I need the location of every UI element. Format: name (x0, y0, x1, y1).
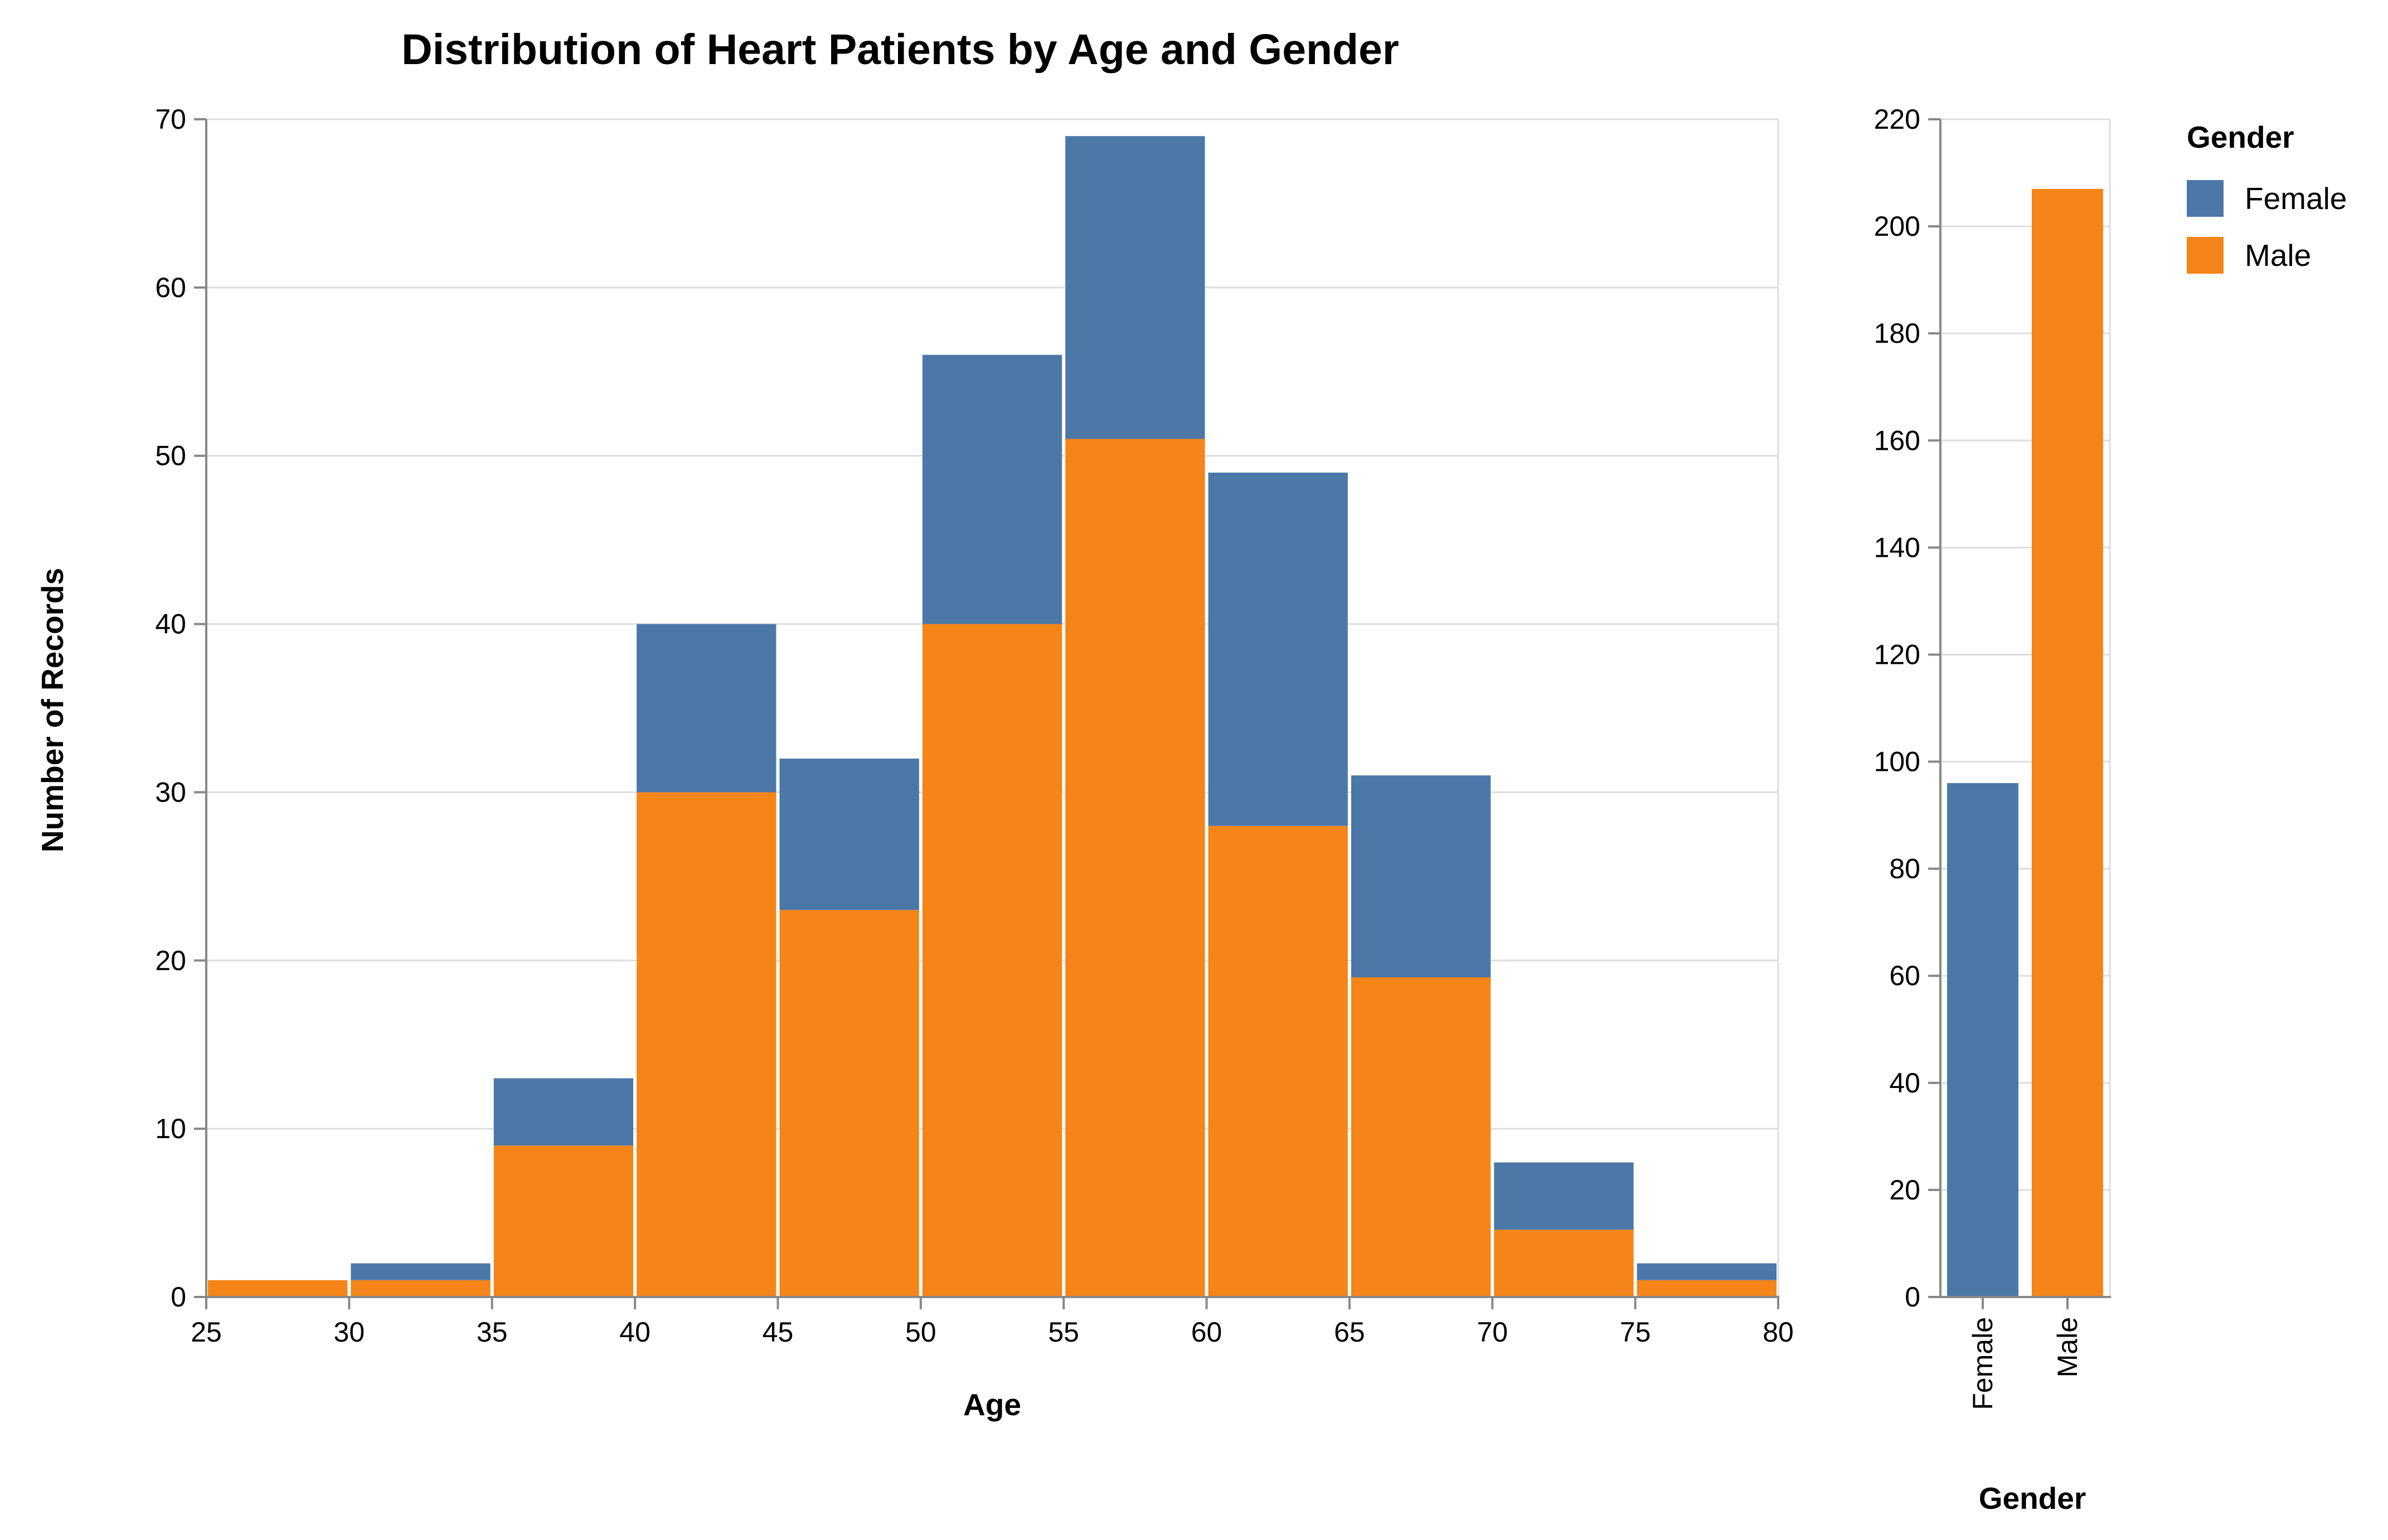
side-y-tick-label: 60 (1889, 960, 1920, 992)
legend-label-female: Female (2245, 181, 2347, 216)
side-y-tick-label: 20 (1889, 1174, 1920, 1206)
y-tick-label: 20 (155, 945, 186, 976)
y-tick-label: 10 (155, 1113, 186, 1144)
bar-male-35-40 (493, 1145, 634, 1297)
x-tick-label: 50 (905, 1316, 936, 1348)
side-y-tick-label: 180 (1874, 318, 1920, 349)
side-x-tick-label: Male (2052, 1317, 2083, 1377)
legend-swatch-female (2187, 180, 2224, 217)
bar-male-50-55 (922, 624, 1062, 1297)
side-y-tick-label: 120 (1874, 639, 1920, 670)
axes: 0 10 20 30 40 50 60 70 25 30 35 40 45 50 55 60 65 70 75 80 0… (155, 104, 2111, 1410)
side-y-tick-label: 0 (1905, 1281, 1920, 1313)
x-tick-label: 80 (1763, 1316, 1794, 1348)
bar-female-60-65 (1208, 472, 1348, 826)
legend-title: Gender (2187, 120, 2294, 154)
bar-female-65-70 (1351, 775, 1491, 978)
x-tick-label: 60 (1191, 1316, 1222, 1348)
side-x-axis-title: Gender (1979, 1481, 2086, 1515)
bar-male-65-70 (1351, 977, 1491, 1297)
bar-female-35-40 (493, 1078, 634, 1146)
bar-female-55-60 (1065, 136, 1205, 439)
y-tick-label: 0 (171, 1281, 186, 1313)
bar-male-75-80 (1637, 1280, 1777, 1297)
y-tick-label: 60 (155, 272, 186, 303)
x-tick-label: 25 (191, 1316, 222, 1348)
x-tick-label: 35 (477, 1316, 508, 1348)
x-tick-label: 30 (334, 1316, 365, 1348)
chart-title: Distribution of Heart Patients by Age an… (401, 26, 1399, 74)
x-tick-label: 75 (1620, 1316, 1651, 1348)
side-y-tick-label: 220 (1874, 104, 1920, 135)
bar-female-75-80 (1637, 1263, 1777, 1280)
legend: Gender Female Male (2187, 120, 2347, 274)
bar-male-70-75 (1494, 1230, 1634, 1297)
bar-male-60-65 (1208, 825, 1348, 1297)
y-tick-label: 50 (155, 440, 186, 472)
y-axis-title: Number of Records (35, 568, 70, 852)
x-tick-label: 40 (619, 1316, 651, 1348)
legend-swatch-male (2187, 237, 2224, 274)
y-tick-label: 40 (155, 609, 186, 640)
side-y-tick-label: 200 (1874, 211, 1920, 242)
bar-male-45-50 (779, 910, 919, 1297)
bar-male-30-35 (351, 1280, 491, 1297)
legend-label-male: Male (2245, 238, 2311, 273)
side-y-tick-label: 160 (1874, 425, 1920, 456)
bar-female-50-55 (922, 354, 1062, 624)
side-y-tick-label: 80 (1889, 853, 1920, 885)
x-tick-label: 70 (1477, 1316, 1508, 1348)
x-tick-label: 45 (763, 1316, 794, 1348)
side-y-tick-label: 100 (1874, 746, 1920, 778)
bar-total-male (2032, 188, 2103, 1297)
y-tick-label: 70 (155, 104, 186, 135)
bar-male-40-45 (637, 792, 776, 1297)
gender-bars (1947, 188, 2103, 1297)
x-axis-title: Age (963, 1387, 1021, 1422)
y-tick-label: 30 (155, 776, 186, 808)
side-x-tick-label: Female (1967, 1317, 1998, 1410)
bar-male-55-60 (1065, 439, 1205, 1297)
bar-male-25-30 (208, 1280, 348, 1297)
bar-female-45-50 (779, 759, 919, 910)
x-tick-label: 65 (1334, 1316, 1365, 1348)
bar-female-30-35 (351, 1263, 491, 1280)
side-y-tick-label: 140 (1874, 532, 1920, 563)
side-y-tick-label: 40 (1889, 1067, 1920, 1099)
bar-female-40-45 (637, 624, 776, 793)
bar-female-70-75 (1494, 1162, 1634, 1230)
histogram-bars (208, 136, 1777, 1297)
bar-total-female (1947, 783, 2018, 1297)
x-tick-label: 55 (1048, 1316, 1079, 1348)
